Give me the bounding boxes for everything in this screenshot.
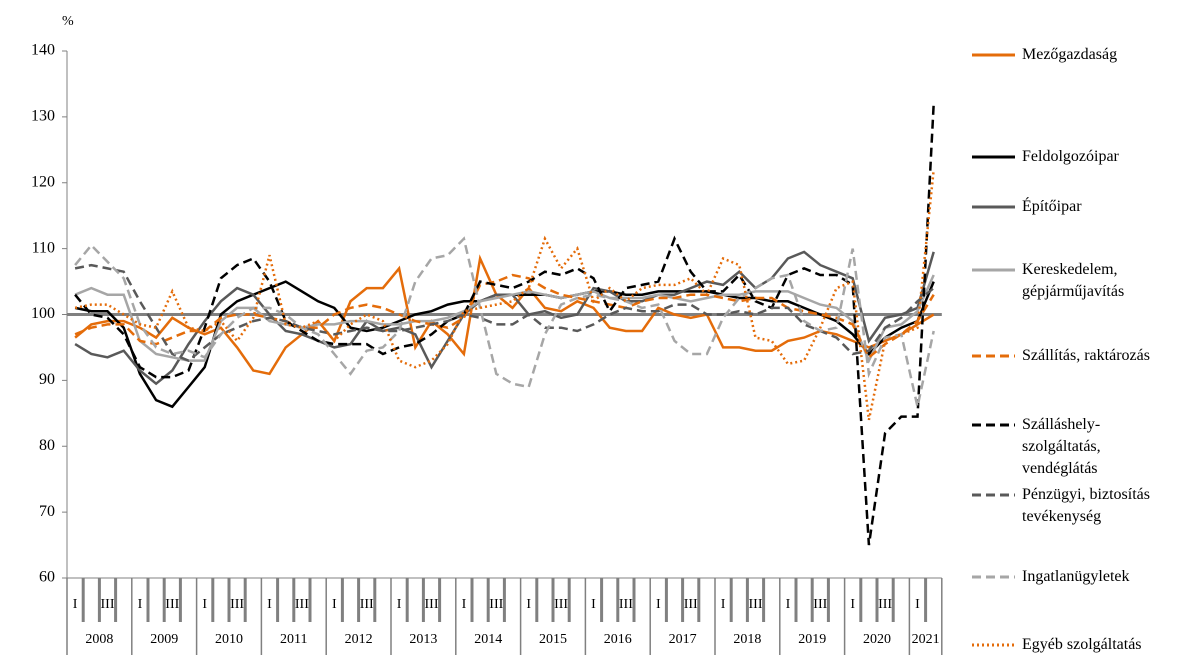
x-tick-label: III [489,597,503,612]
series-line [74,274,935,364]
legend-label: Mezőgazdaság [1022,46,1118,63]
x-tick-label: I [526,597,531,612]
year-label: 2014 [474,632,502,647]
x-tick-label: I [656,597,661,612]
x-tick-label: III [230,597,244,612]
y-tick-label: 80 [39,437,55,454]
x-tick-label: I [138,597,143,612]
x-tick-label: III [619,597,633,612]
year-label: 2015 [539,632,567,647]
series-line [74,236,935,407]
legend-label: Kereskedelem, gépjárműjavítás [1022,261,1125,300]
series-line [74,103,935,546]
year-label: 2016 [604,632,632,647]
x-tick-label: I [73,597,78,612]
x-tick-label: I [202,597,207,612]
x-tick-label: I [591,597,596,612]
year-label: 2017 [669,632,697,647]
x-tick-label: I [332,597,337,612]
x-tick-label: III [165,597,179,612]
x-tick-label: III [295,597,309,612]
legend-label: Egyéb szolgáltatás [1022,636,1142,653]
x-tick-label: III [360,597,374,612]
series-line [74,273,935,360]
y-unit: % [62,14,74,29]
year-label: 2012 [345,632,373,647]
y-tick-label: 70 [39,503,55,520]
year-label: 2021 [912,632,940,647]
y-tick-label: 100 [31,305,55,322]
year-label: 2009 [150,632,178,647]
x-tick-label: I [850,597,855,612]
x-tick-label: I [462,597,467,612]
legend-label: Szállítás, raktározás [1022,347,1150,364]
x-tick-label: I [786,597,791,612]
year-label: 2019 [798,632,826,647]
y-tick-label: 120 [31,173,55,190]
y-tick-label: 140 [31,42,55,59]
legend-label: Építőipar [1022,198,1082,215]
x-tick-label: I [915,597,920,612]
x-tick-label: I [397,597,402,612]
x-tick-label: III [554,597,568,612]
year-label: 2013 [409,632,437,647]
x-tick-label: III [425,597,439,612]
x-tick-label: III [101,597,115,612]
x-tick-label: I [267,597,272,612]
year-label: 2020 [863,632,891,647]
legend-label: Pénzügyi, biztosítás tevékenység [1022,486,1150,525]
x-tick-label: III [813,597,827,612]
x-tick-label: III [749,597,763,612]
year-label: 2010 [215,632,243,647]
y-tick-label: 110 [32,239,55,256]
legend-label: Szálláshely-szolgáltatás, vendéglátás [1022,416,1101,477]
series-line [74,169,935,421]
y-tick-label: 90 [39,371,55,388]
x-tick-label: I [721,597,726,612]
legend-label: Ingatlanügyletek [1022,568,1130,585]
x-tick-label: III [684,597,698,612]
y-tick-label: 130 [31,108,55,125]
series-line [74,250,935,386]
x-tick-label: III [878,597,892,612]
y-tick-label: 60 [39,569,55,586]
year-label: 2008 [85,632,113,647]
legend-label: Feldolgozóipar [1022,148,1119,165]
year-label: 2018 [733,632,761,647]
year-label: 2011 [280,632,307,647]
